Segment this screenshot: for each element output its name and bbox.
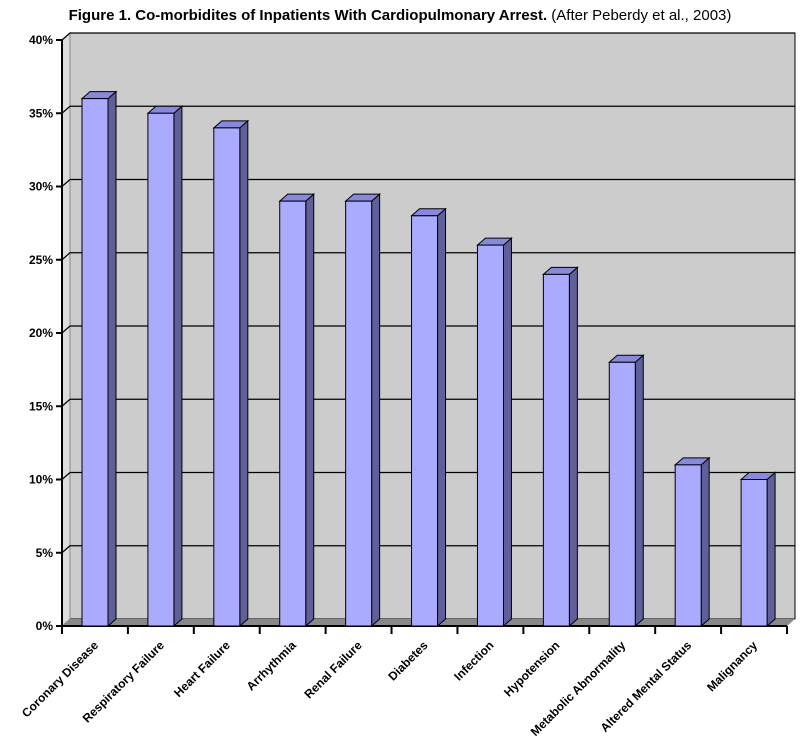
x-tick-label: Arrhythmia (244, 638, 299, 693)
gridline (61, 252, 795, 261)
bar-side (305, 193, 315, 628)
bar-side (700, 456, 710, 628)
y-tick-label: 15% (29, 399, 53, 413)
bar-side (173, 105, 183, 628)
x-tick-label: Heart Failure (171, 638, 233, 700)
bar (213, 127, 241, 627)
x-tick-label: Hypotension (501, 638, 562, 699)
gridline (61, 32, 795, 41)
x-tick-label: Infection (451, 638, 496, 683)
bar (147, 112, 175, 627)
y-tick-label: 0% (36, 619, 54, 633)
bar (476, 244, 504, 627)
y-tick-label: 20% (29, 326, 53, 340)
bar-side (634, 354, 644, 628)
x-tick-label: Renal Failure (302, 638, 365, 701)
bar (542, 273, 570, 627)
y-tick-label: 5% (36, 546, 54, 560)
bar-side (437, 207, 447, 628)
bar-side (766, 471, 776, 628)
bar (345, 200, 373, 627)
bar (279, 200, 307, 627)
bar-side (502, 236, 512, 628)
bar-side (371, 193, 381, 628)
x-tick-label: Diabetes (385, 638, 431, 684)
bar (81, 98, 109, 627)
gridline (61, 105, 795, 114)
y-tick-label: 40% (29, 33, 53, 47)
bar-side (107, 90, 117, 628)
gridline (61, 178, 795, 187)
y-tick-label: 30% (29, 180, 53, 194)
y-tick-label: 25% (29, 253, 53, 267)
x-tick-label: Malignancy (704, 638, 760, 694)
bar (740, 479, 768, 627)
bar (608, 361, 636, 627)
bar (674, 464, 702, 627)
bar-side (568, 266, 578, 628)
bar-side (239, 119, 249, 628)
bar (411, 215, 439, 627)
y-tick-label: 35% (29, 106, 53, 120)
y-tick-label: 10% (29, 473, 53, 487)
chart-title: Figure 1. Co-morbidites of Inpatients Wi… (69, 7, 732, 24)
